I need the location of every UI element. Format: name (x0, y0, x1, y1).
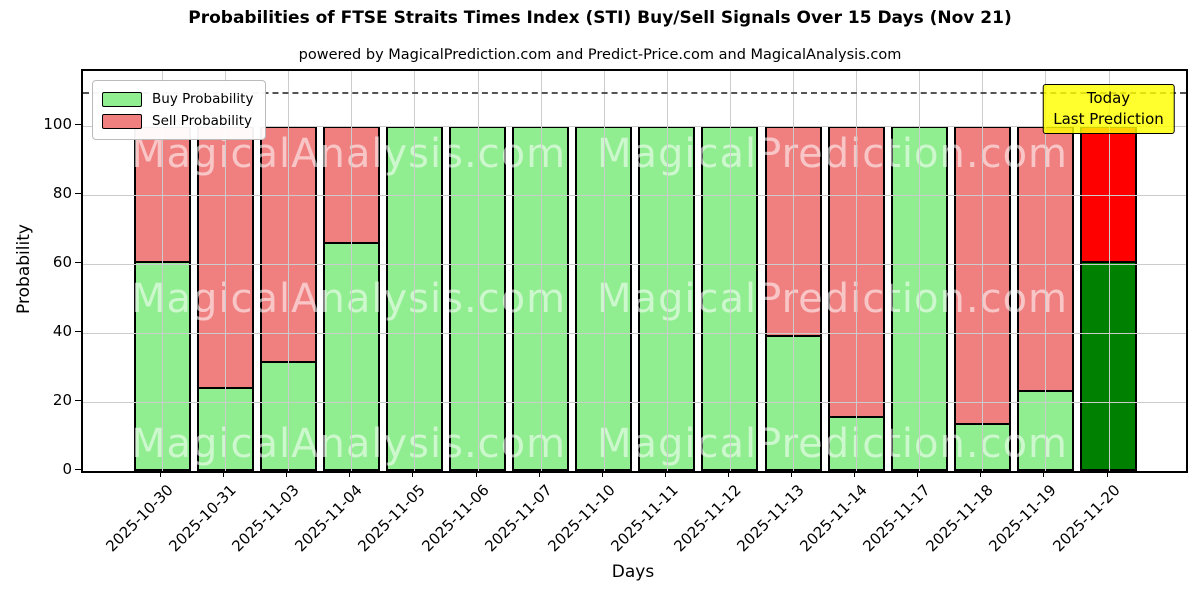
v-gridline (856, 71, 858, 471)
v-gridline (1108, 71, 1110, 471)
x-tick-label: 2025-10-30 (102, 481, 177, 556)
x-tick-mark (160, 471, 161, 477)
x-axis-label: Days (611, 562, 655, 582)
h-gridline (83, 126, 1186, 128)
y-tick-label: 40 (52, 322, 72, 341)
today-annotation-line2: Last Prediction (1053, 110, 1164, 128)
x-tick-mark (286, 471, 288, 477)
v-gridline (540, 71, 542, 471)
y-tick-label: 60 (52, 253, 72, 272)
v-gridline (414, 71, 416, 471)
x-tick-mark (854, 471, 856, 477)
y-tick-label: 80 (52, 184, 72, 203)
v-gridline (351, 71, 353, 471)
x-tick-label: 2025-11-06 (417, 481, 493, 556)
x-tick-mark (223, 471, 225, 477)
buy-swatch-icon (102, 91, 142, 107)
legend-label-sell: Sell Probability (152, 113, 253, 129)
x-tick-mark (917, 471, 919, 477)
x-tick-label: 2025-11-19 (985, 481, 1061, 556)
chart-title: Probabilities of FTSE Straits Times Inde… (188, 8, 1012, 28)
y-tick-label: 20 (52, 391, 72, 410)
h-gridline (83, 402, 1186, 404)
y-tick-label: 0 (62, 460, 72, 478)
x-tick-mark (412, 471, 414, 477)
v-gridline (477, 71, 479, 471)
h-gridline (83, 195, 1186, 197)
v-gridline (666, 71, 668, 471)
today-annotation: Today Last Prediction (1042, 84, 1175, 134)
x-tick-mark (538, 471, 540, 477)
v-gridline (288, 71, 290, 471)
v-gridline (793, 71, 794, 471)
x-tick-label: 2025-11-03 (228, 481, 303, 556)
y-tick-mark (75, 262, 81, 264)
y-tick-mark (75, 331, 81, 333)
x-tick-label: 2025-11-05 (354, 481, 430, 556)
v-gridline (982, 71, 984, 471)
v-gridline (1045, 71, 1047, 471)
x-tick-label: 2025-11-17 (859, 481, 934, 556)
x-tick-label: 2025-11-14 (796, 481, 871, 556)
x-tick-label: 2025-11-04 (291, 481, 367, 556)
y-tick-mark (75, 400, 81, 402)
v-gridline (225, 71, 227, 471)
legend-label-buy: Buy Probability (152, 91, 254, 107)
y-tick-label: 100 (43, 115, 72, 134)
x-tick-label: 2025-10-31 (165, 481, 240, 556)
x-tick-label: 2025-11-18 (922, 481, 998, 556)
x-tick-mark (664, 471, 666, 477)
sell-swatch-icon (102, 113, 142, 129)
v-gridline (729, 71, 731, 471)
chart-subtitle: powered by MagicalPrediction.com and Pre… (298, 47, 902, 63)
x-tick-mark (727, 471, 729, 477)
y-tick-mark (75, 124, 81, 126)
x-tick-label: 2025-11-13 (733, 481, 808, 556)
x-tick-mark (1106, 471, 1108, 477)
h-gridline (83, 264, 1186, 266)
dashed-threshold-line (83, 91, 1186, 94)
v-gridline (919, 71, 921, 471)
v-gridline (162, 71, 163, 471)
x-tick-label: 2025-11-20 (1048, 481, 1124, 556)
legend: Buy Probability Sell Probability (92, 80, 267, 140)
x-tick-mark (475, 471, 477, 477)
x-tick-mark (980, 471, 982, 477)
y-axis-label: Probability (14, 224, 34, 314)
x-tick-mark (349, 471, 351, 477)
x-tick-mark (601, 471, 603, 477)
y-tick-mark (75, 193, 81, 195)
legend-item-sell: Sell Probability (102, 110, 253, 132)
x-tick-label: 2025-11-10 (544, 481, 619, 556)
plot-area: MagicalAnalysis.com MagicalPrediction.com… (81, 69, 1188, 473)
legend-item-buy: Buy Probability (102, 88, 253, 110)
today-annotation-line1: Today (1086, 89, 1131, 107)
y-tick-mark (75, 469, 81, 470)
h-gridline (83, 333, 1186, 335)
x-tick-mark (1043, 471, 1045, 477)
x-tick-label: 2025-11-07 (480, 481, 556, 556)
v-gridline (603, 71, 605, 471)
x-tick-mark (791, 471, 792, 477)
